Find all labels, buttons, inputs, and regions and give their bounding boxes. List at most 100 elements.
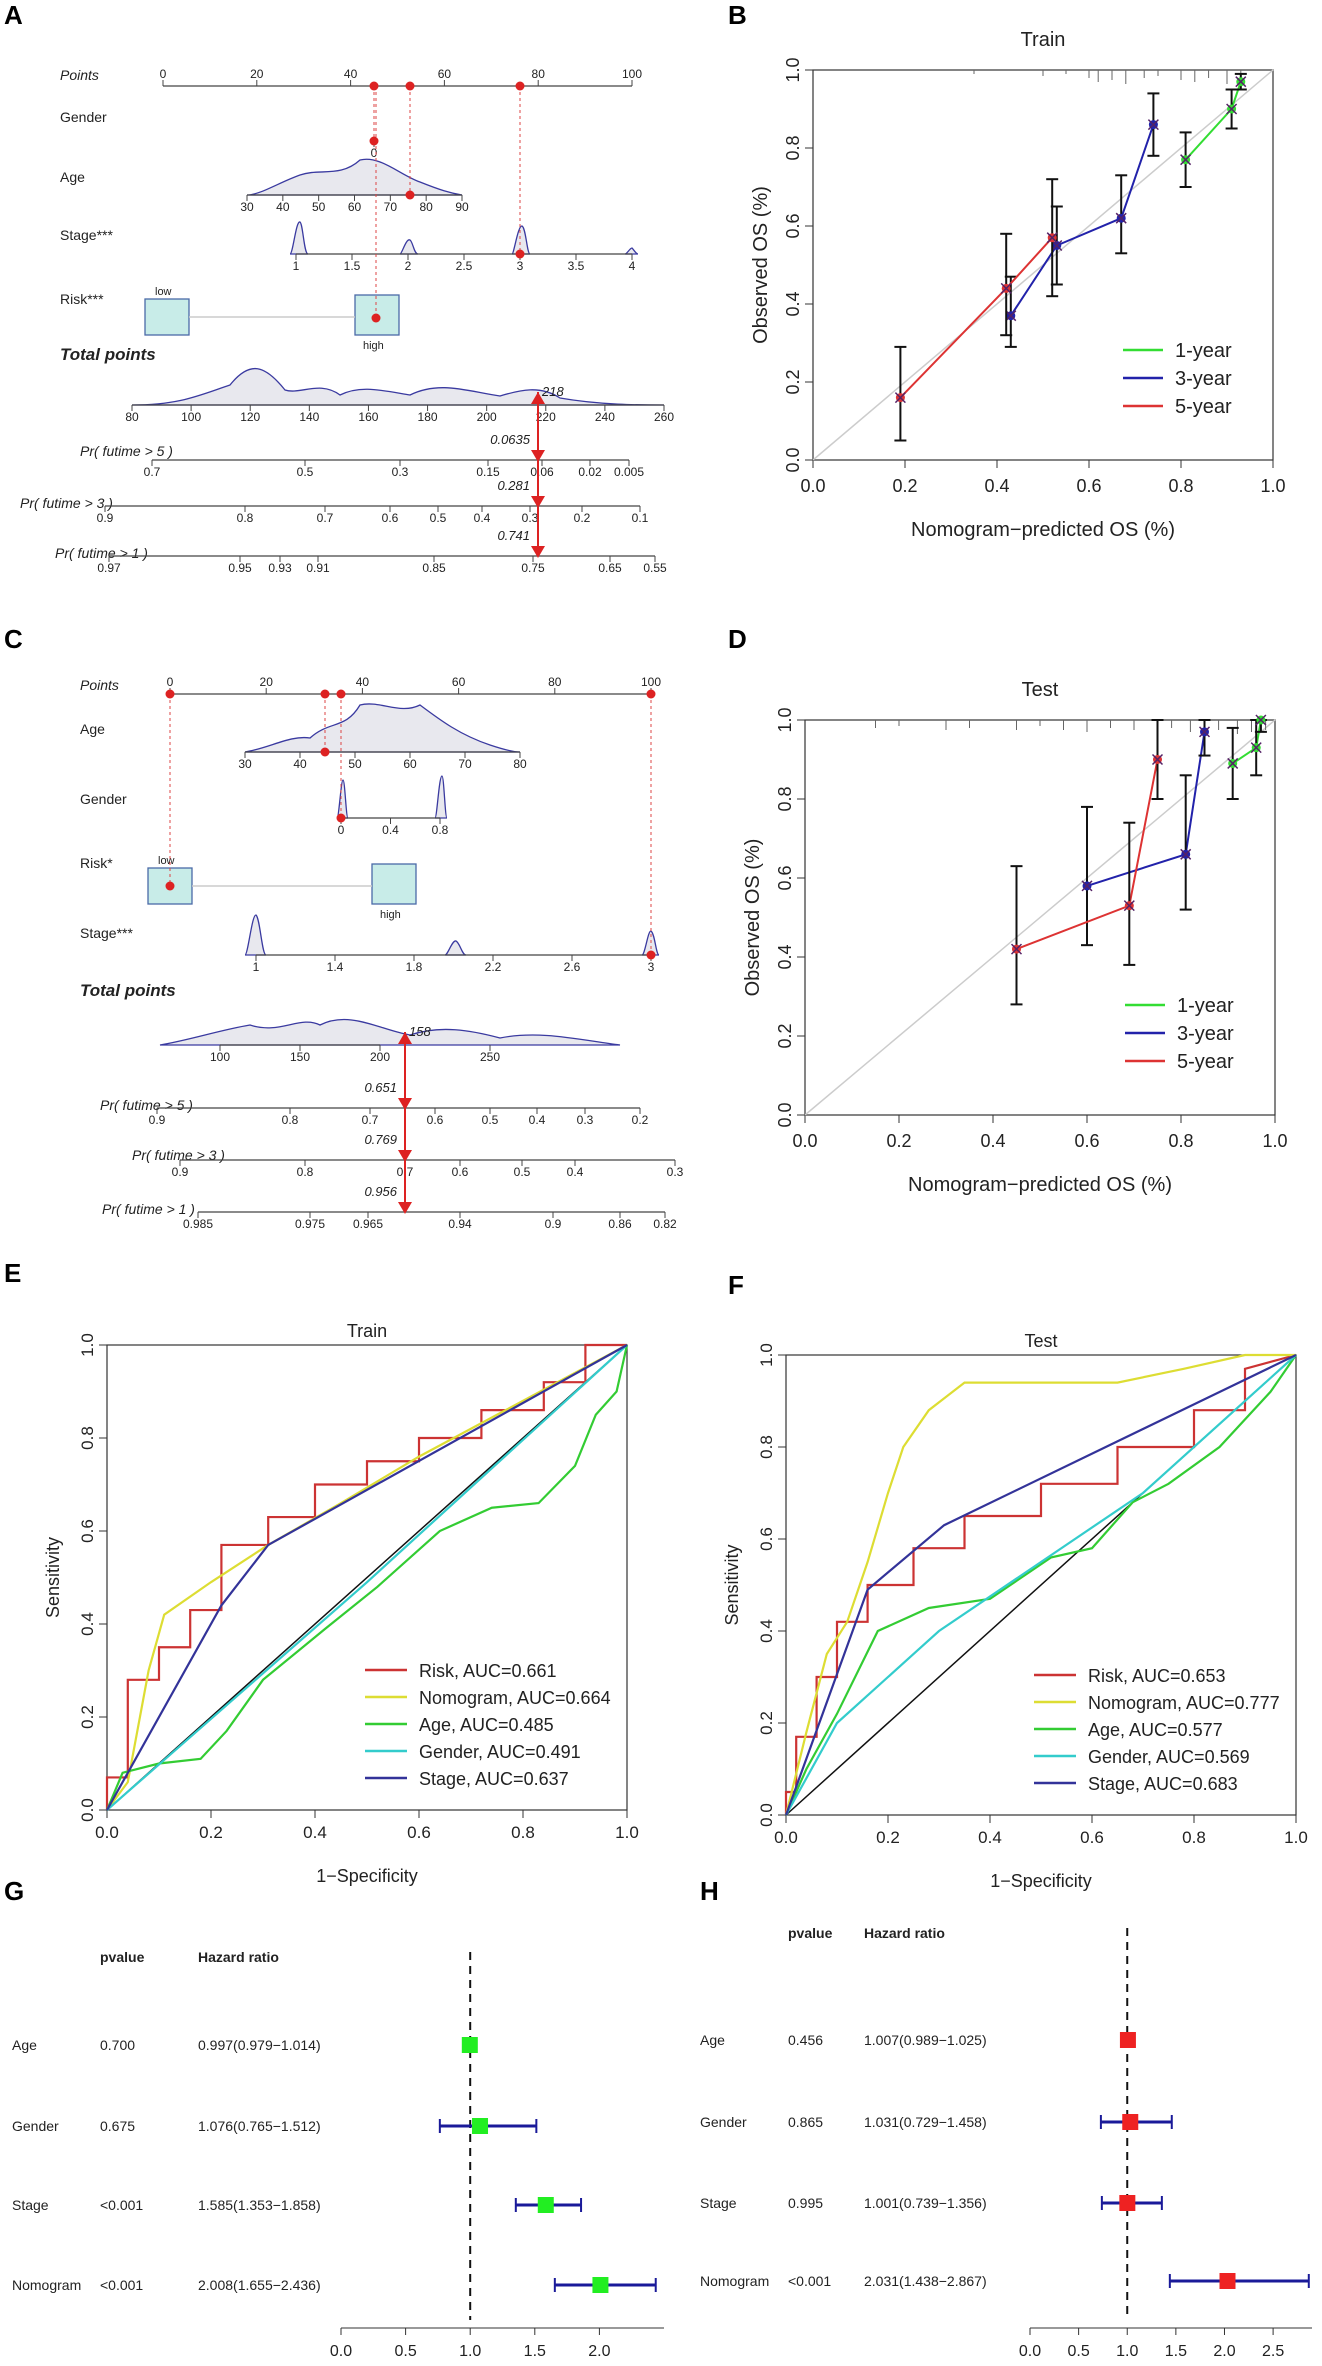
axis-tick-label: 1 — [253, 960, 260, 974]
axis-tick-label: 120 — [240, 410, 260, 424]
row-label: Points — [60, 67, 99, 83]
score-point — [165, 689, 175, 699]
axis-tick-label: 0.8 — [297, 1165, 314, 1179]
axis-tick-label: 3 — [648, 960, 655, 974]
row-pvalue: 0.456 — [788, 2032, 823, 2048]
y-tick-label: 0.4 — [757, 1619, 776, 1643]
axis-tick-label: 0.1 — [632, 511, 649, 525]
axis-tick-label: 140 — [299, 410, 319, 424]
prediction-value: 0.956 — [364, 1184, 397, 1199]
axis-tick-label: 20 — [250, 67, 264, 81]
x-tick-label: 0.2 — [199, 1823, 223, 1842]
x-tick-label: 1.0 — [459, 2343, 481, 2360]
row-label: Age — [60, 169, 85, 185]
density-curve — [434, 775, 448, 819]
legend-label: Age, AUC=0.485 — [419, 1715, 554, 1735]
calibration-cross — [1151, 753, 1164, 766]
axis-tick-label: 240 — [595, 410, 615, 424]
y-tick-label: 0.0 — [775, 1102, 795, 1127]
axis-tick-label: 60 — [348, 200, 362, 214]
axis-tick-label: 80 — [513, 757, 527, 771]
calibration-cross — [1051, 239, 1063, 252]
panel-a-nomogram-train: Points Gender Age Stage*** Risk*** Total poin… — [20, 67, 674, 575]
prediction-value: 0.0635 — [490, 432, 531, 447]
axis-tick-label: 200 — [370, 1050, 390, 1064]
axis-tick-label: 60 — [438, 67, 452, 81]
row-label: Gender — [60, 109, 107, 125]
y-tick-label: 0.0 — [757, 1803, 776, 1827]
calibration-cross — [1227, 757, 1239, 769]
prediction-value: 0.769 — [364, 1132, 397, 1147]
score-point — [515, 81, 525, 91]
axis-tick-label: 2.6 — [564, 960, 581, 974]
total-points-arrow — [531, 392, 545, 404]
y-tick-label: 0.2 — [783, 369, 803, 394]
x-tick-label: 1.0 — [1262, 1131, 1287, 1151]
y-tick-label: 1.0 — [757, 1343, 776, 1367]
axis-tick-label: 60 — [452, 675, 466, 689]
row-label: Stage*** — [60, 227, 113, 243]
axis-tick-label: 0.965 — [353, 1217, 383, 1231]
panel-label-h: H — [700, 1876, 719, 1906]
density-curve — [444, 940, 467, 956]
row-pvalue: 0.995 — [788, 2195, 823, 2211]
calibration-cross — [1010, 943, 1023, 955]
x-tick-label: 0.6 — [1080, 1828, 1104, 1847]
legend-label: Nomogram, AUC=0.777 — [1088, 1693, 1280, 1713]
y-tick-label: 0.8 — [757, 1435, 776, 1459]
x-tick-label: 0.2 — [892, 476, 917, 496]
row-label: Pr( futime > 3 ) — [20, 495, 113, 511]
axis-tick-label: 70 — [384, 200, 398, 214]
calibration-cross — [1198, 726, 1211, 738]
axis-tick-label: 0 — [371, 146, 378, 160]
x-tick-label: 0.8 — [1168, 1131, 1193, 1151]
axis-tick-label: 80 — [125, 410, 139, 424]
axis-tick-label: 0.5 — [482, 1113, 499, 1127]
axis-tick-label: 220 — [536, 410, 556, 424]
panel-label-b: B — [728, 0, 747, 30]
axis-tick-label: 80 — [419, 200, 433, 214]
score-point — [336, 813, 346, 823]
x-axis-label: 1−Specificity — [316, 1866, 418, 1886]
y-tick-label: 0.6 — [783, 213, 803, 238]
risk-tick-label: high — [380, 909, 401, 921]
axis-tick-label: 0.9 — [149, 1113, 166, 1127]
calibration-cross — [1180, 848, 1192, 860]
plot-frame — [106, 1344, 628, 1811]
axis-tick-label: 160 — [358, 410, 378, 424]
score-point — [646, 689, 656, 699]
hr-marker — [592, 2277, 609, 2293]
axis-tick-label: 0.15 — [476, 465, 500, 479]
axis-tick-label: 0.4 — [567, 1165, 584, 1179]
axis-tick-label: 50 — [348, 757, 362, 771]
risk-box-low — [144, 298, 190, 336]
row-label: Age — [80, 721, 105, 737]
row-label: Pr( futime > 5 ) — [80, 443, 173, 459]
prediction-value: 0.281 — [497, 478, 530, 493]
axis-tick-label: 40 — [293, 757, 307, 771]
row-label: Risk*** — [60, 291, 104, 307]
density-curve — [246, 158, 463, 196]
axis-tick-label: 0.4 — [529, 1113, 546, 1127]
row-hazard-ratio: 1.585(1.353−1.858) — [198, 2197, 321, 2213]
calibration-cross — [1081, 880, 1093, 892]
density-curve — [289, 221, 309, 255]
score-point — [320, 747, 330, 757]
axis-tick-label: 0.3 — [667, 1165, 684, 1179]
x-tick-label: 1.0 — [1260, 476, 1285, 496]
panel-label-c: C — [4, 624, 23, 654]
y-axis-label: Observed OS (%) — [742, 839, 764, 997]
axis-tick-label: 1.8 — [406, 960, 423, 974]
x-tick-label: 1.0 — [1284, 1828, 1308, 1847]
x-tick-label: 0.0 — [800, 476, 825, 496]
axis-tick-label: 0 — [167, 675, 174, 689]
axis-tick-label: 0.55 — [643, 561, 667, 575]
score-point — [646, 950, 656, 960]
axis-tick-label: 150 — [290, 1050, 310, 1064]
axis-tick-label: 80 — [532, 67, 546, 81]
axis-tick-label: 30 — [238, 757, 252, 771]
axis-tick-label: 80 — [548, 675, 562, 689]
row-hazard-ratio: 1.031(0.729−1.458) — [864, 2114, 987, 2130]
plot-title: Train — [1021, 29, 1066, 51]
x-tick-label: 0.2 — [886, 1131, 911, 1151]
